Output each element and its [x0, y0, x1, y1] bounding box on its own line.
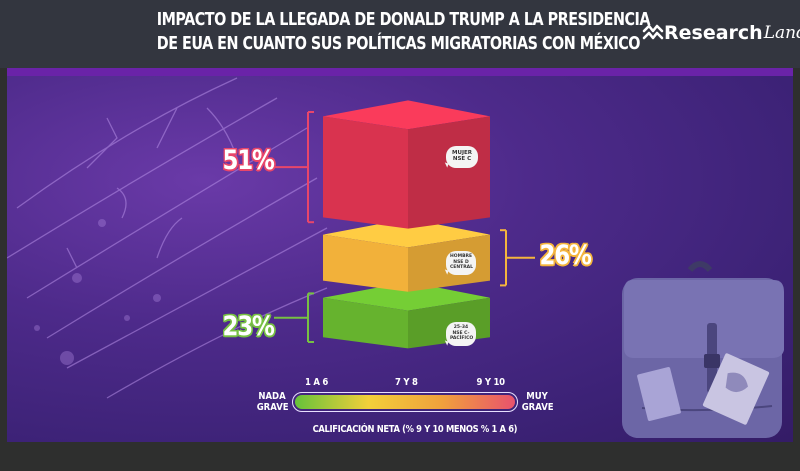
severity-gradient-scale: [292, 392, 518, 412]
bubble-line: NSE D: [453, 259, 469, 265]
scale-tick-1-a-6: 1 A 6: [305, 377, 329, 388]
bubble-line: HOMBRE: [450, 254, 473, 259]
data-label-23: 23%: [222, 311, 275, 342]
scale-label-nada-grave: NADA GRAVE: [256, 391, 289, 413]
block-right-face-0: [408, 116, 490, 229]
block-left-face-1: [323, 234, 408, 292]
double-wave-arrow-icon: [642, 24, 664, 40]
data-label-26: 26%: [539, 240, 592, 271]
bubble-line: NSE C: [452, 156, 472, 162]
block-left-face-0: [323, 116, 408, 229]
researchland-logo: ResearchLand: [642, 22, 800, 44]
header-bar: IMPACTO DE LA LLEGADA DE DONALD TRUMP A …: [0, 0, 800, 68]
scale-gradient-fill: [295, 395, 515, 409]
segment-bubble-25-34-nse-c-pacifico: 25-34 NSE C- PACÍFICO: [446, 322, 476, 346]
scale-label-muy-grave: MUY GRAVE: [521, 391, 554, 413]
title-line-1: IMPACTO DE LA LLEGADA DE DONALD TRUMP A …: [156, 10, 651, 30]
bubble-line: CENTRAL: [450, 265, 474, 270]
segment-bubble-hombre-nse-d-central: HOMBRE NSE D CENTRAL: [446, 251, 476, 275]
x-axis-caption: CALIFICACIÓN NETA (% 9 Y 10 MENOS % 1 A …: [312, 424, 518, 435]
segment-bubble-mujer-nse-c: MUJER NSE C: [446, 146, 478, 168]
bubble-line: MUJER: [452, 150, 472, 156]
block-left-face-2: [323, 297, 408, 349]
data-label-51: 51%: [222, 145, 275, 176]
logo-script-text: Land: [763, 23, 800, 43]
backpack-illustration: [622, 261, 784, 438]
bubble-line: NSE C-: [452, 330, 470, 336]
scale-tick-7-y-8: 7 Y 8: [394, 377, 418, 388]
accent-stripe: [7, 68, 793, 76]
title-line-2: DE EUA EN CUANTO SUS POLÍTICAS MIGRATORI…: [156, 34, 641, 54]
scale-tick-9-y-10: 9 Y 10: [476, 377, 505, 388]
chart-title: IMPACTO DE LA LLEGADA DE DONALD TRUMP A …: [156, 8, 651, 56]
block-top-face-2: [323, 281, 490, 311]
block-top-face-0: [323, 100, 490, 130]
logo-text: Research: [664, 22, 763, 44]
bubble-line: 25-34: [453, 325, 469, 330]
light-streaks-decoration: [7, 77, 328, 399]
block-top-face-1: [323, 218, 490, 248]
bubble-line: PACÍFICO: [450, 336, 474, 341]
